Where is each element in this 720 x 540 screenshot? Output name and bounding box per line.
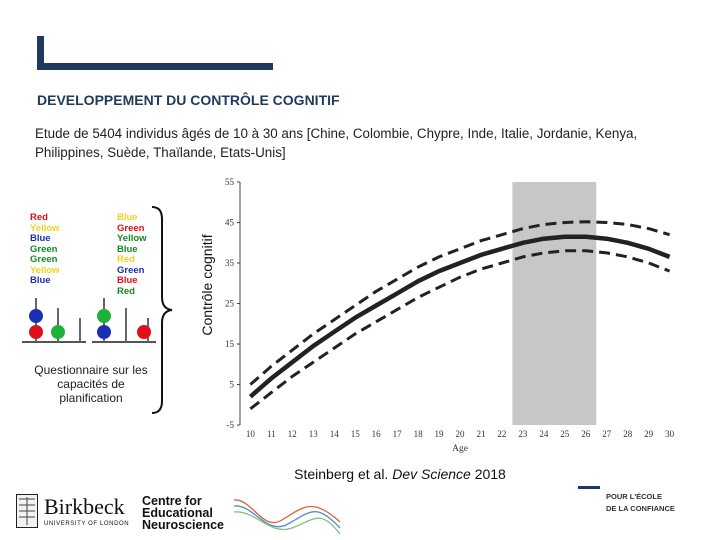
- centre-logo-text: Centre for Educational Neuroscience: [142, 494, 224, 532]
- y-tick-label: 25: [225, 299, 235, 309]
- shaded-age-region: [512, 182, 597, 425]
- x-tick-label: 24: [539, 429, 549, 439]
- series-lower-line: [249, 249, 671, 410]
- stroop-left-word: Yellow: [30, 222, 60, 234]
- x-tick-label: 14: [330, 429, 340, 439]
- stroop-left-word: Blue: [30, 233, 51, 244]
- stroop-left-list: Red Yellow Blue Green Green Yellow Blue: [30, 212, 60, 287]
- x-tick-label: 13: [309, 429, 319, 439]
- corner-accent-vertical: [37, 36, 44, 70]
- stroop-left-word: Green: [30, 243, 58, 255]
- x-tick-label: 21: [476, 429, 485, 439]
- stroop-left-word: Green: [30, 254, 58, 265]
- x-tick-label: 30: [665, 429, 675, 439]
- y-tick-label: 5: [230, 380, 235, 390]
- birkbeck-subtitle: UNIVERSITY OF LONDON: [44, 521, 130, 527]
- x-tick-label: 11: [267, 429, 276, 439]
- x-tick-label: 10: [246, 429, 256, 439]
- x-tick-label: 19: [435, 429, 445, 439]
- y-tick-label: -5: [227, 420, 235, 430]
- centre-line: Centre for: [142, 494, 202, 508]
- birkbeck-crest-icon: [16, 494, 38, 528]
- series-upper-line: [249, 220, 671, 386]
- slide-subtitle: Etude de 5404 individus âgés de 10 à 30 …: [35, 126, 638, 160]
- y-tick-label: 15: [225, 339, 235, 349]
- ball-blue: [97, 325, 111, 339]
- ecole-accent-bar: [578, 486, 600, 489]
- x-tick-label: 22: [497, 429, 506, 439]
- tower-task-illustration: [22, 298, 156, 343]
- brainwave-logo-icon: [233, 499, 341, 535]
- stroop-right-word: Red: [117, 285, 135, 297]
- ball-red: [29, 325, 43, 339]
- centre-line: Neuroscience: [142, 518, 224, 532]
- series-mean-line: [248, 234, 671, 399]
- x-tick-label: 12: [288, 429, 297, 439]
- x-tick-label: 27: [602, 429, 612, 439]
- stroop-right-word: Green: [117, 222, 145, 234]
- development-chart: -5 5 15 25 35 45 55 10 11 12 13 14 15 16 17 18 19 20 21 22…: [225, 177, 675, 454]
- stroop-right-list: Blue Green Yellow Blue Red Green Blue Red: [117, 212, 147, 297]
- stroop-left-word: Yellow: [30, 264, 60, 276]
- x-tick-label: 18: [414, 429, 424, 439]
- x-tick-label: 16: [372, 429, 382, 439]
- ball-green: [51, 325, 65, 339]
- citation-journal: Dev Science: [392, 466, 471, 482]
- y-tick-label: 55: [225, 177, 235, 187]
- stroop-left-word: Red: [30, 212, 48, 223]
- questionnaire-caption: Questionnaire sur les capacités de plani…: [34, 363, 148, 405]
- birkbeck-logo-text: Birkbeck: [44, 494, 125, 519]
- citation-authors: Steinberg et al.: [294, 466, 389, 482]
- citation-year: 2018: [474, 466, 506, 482]
- ball-green: [97, 309, 111, 323]
- curly-brace: [151, 206, 173, 414]
- citation: Steinberg et al. Dev Science 2018: [250, 466, 550, 482]
- x-tick-label: 15: [351, 429, 361, 439]
- x-tick-label: 28: [623, 429, 633, 439]
- stroop-left-word: Blue: [30, 275, 51, 286]
- x-tick-label: 23: [518, 429, 528, 439]
- ecole-logo-text: POUR L'ÉCOLE DE LA CONFIANCE: [606, 491, 675, 515]
- ecole-line: DE LA CONFIANCE: [606, 504, 675, 513]
- y-tick-label: 35: [225, 258, 235, 268]
- y-tick-label: 45: [225, 218, 235, 228]
- stroop-right-word: Blue: [117, 275, 138, 286]
- ball-blue: [29, 309, 43, 323]
- ball-red: [137, 325, 151, 339]
- x-tick-label: 26: [581, 429, 591, 439]
- x-axis-label: Age: [452, 444, 468, 454]
- x-tick-label: 20: [456, 429, 466, 439]
- x-tick-label: 17: [393, 429, 403, 439]
- ecole-line: POUR L'ÉCOLE: [606, 492, 662, 501]
- stroop-right-word: Blue: [117, 212, 138, 223]
- corner-accent-horizontal: [37, 63, 273, 70]
- stroop-right-word: Green: [117, 264, 145, 276]
- stroop-right-word: Blue: [117, 243, 138, 255]
- x-tick-label: 29: [644, 429, 654, 439]
- y-axis-label: Contrôle cognitif: [199, 234, 215, 336]
- x-tick-label: 25: [560, 429, 570, 439]
- stroop-right-word: Red: [117, 254, 135, 265]
- slide-title: DEVELOPPEMENT DU CONTRÔLE COGNITIF: [37, 92, 340, 108]
- centre-line: Educational: [142, 506, 213, 520]
- stroop-right-word: Yellow: [117, 233, 147, 244]
